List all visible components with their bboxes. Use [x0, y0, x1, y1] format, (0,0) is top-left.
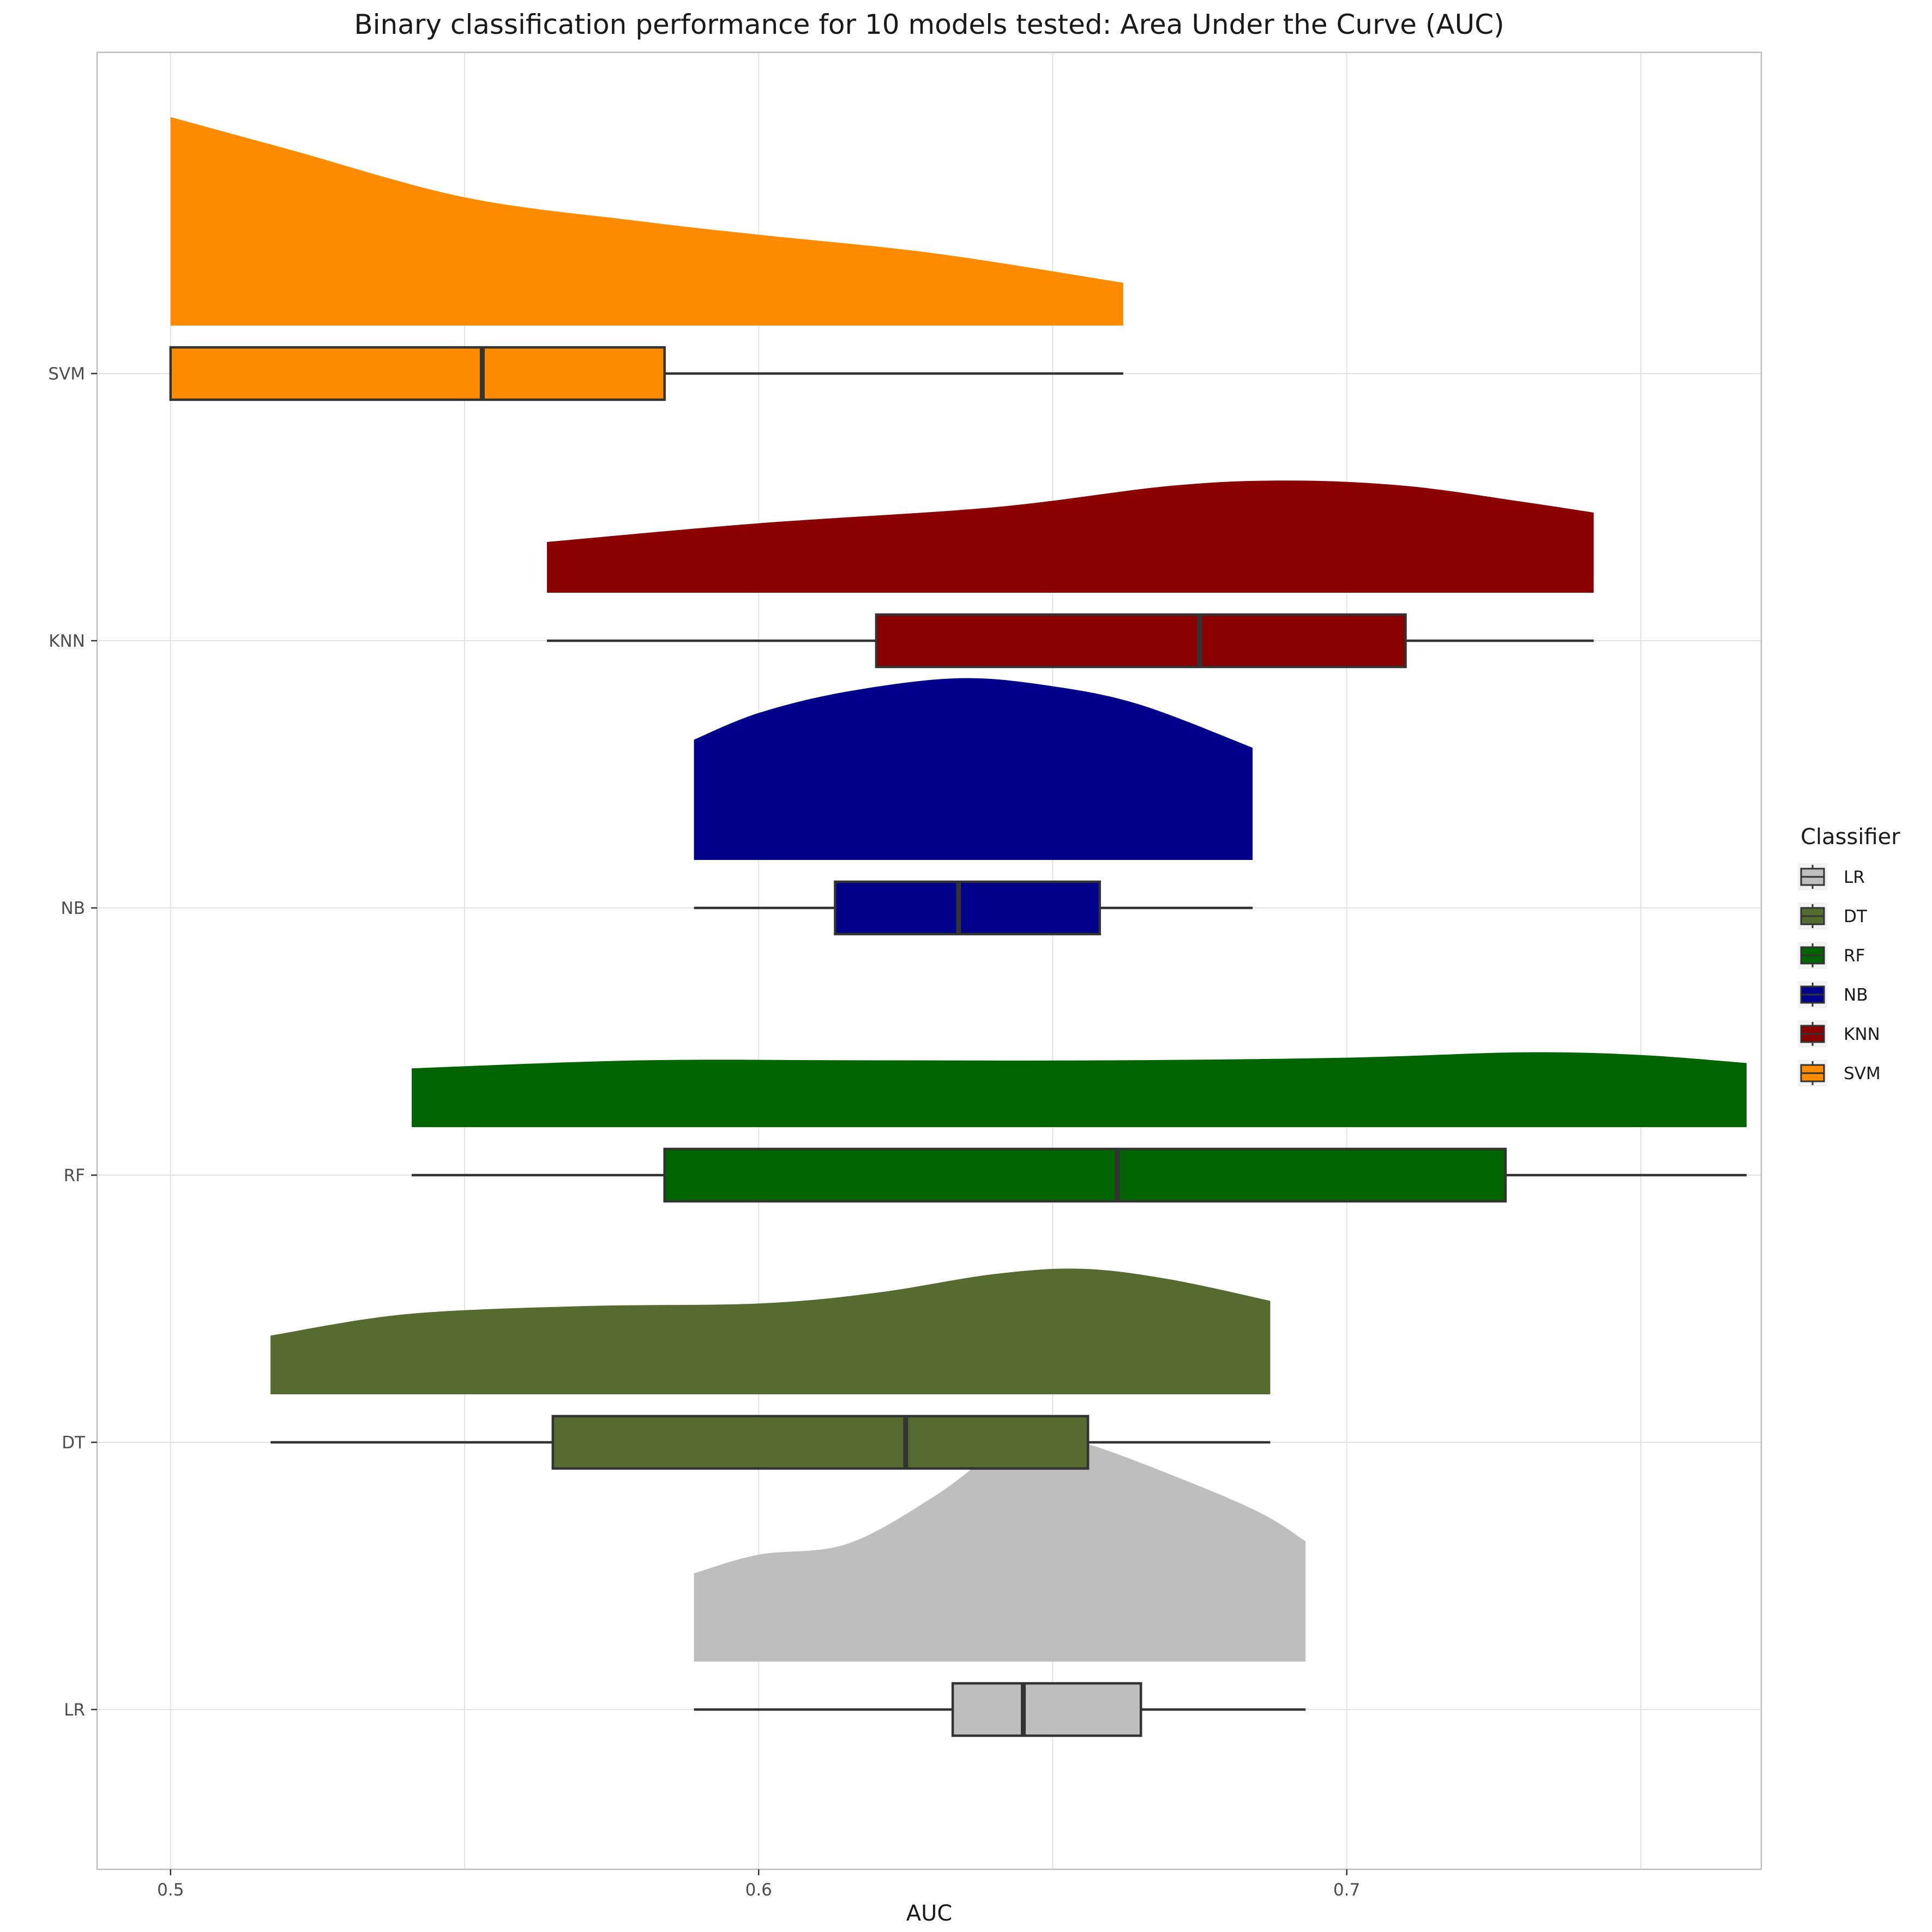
- legend-label: RF: [1844, 946, 1865, 966]
- x-tick-label: 0.5: [157, 1880, 184, 1900]
- y-tick-label: SVM: [48, 364, 85, 384]
- legend-item-rf: RF: [1798, 942, 1865, 969]
- legend-item-lr: LR: [1798, 863, 1865, 890]
- box-iqr: [875, 613, 1407, 669]
- boxplots: [169, 346, 1747, 1737]
- density-cloud-lr: [694, 1431, 1306, 1662]
- x-tick-label: 0.6: [745, 1880, 772, 1900]
- chart-title: Binary classification performance for 10…: [354, 9, 1504, 40]
- legend-label: NB: [1844, 985, 1868, 1005]
- legend: Classifier LR DT RF NB KNN SVM: [1798, 824, 1900, 1087]
- panel-border: [96, 51, 1762, 1870]
- y-tick-label: NB: [61, 899, 85, 918]
- legend-item-nb: NB: [1798, 981, 1868, 1008]
- y-tick-label: RF: [64, 1166, 85, 1185]
- boxplot-nb: [694, 880, 1253, 936]
- y-tick-label: KNN: [49, 631, 85, 651]
- legend-title: Classifier: [1801, 824, 1900, 850]
- y-tick-label: DT: [62, 1433, 86, 1453]
- legend-label: LR: [1844, 868, 1865, 887]
- box-iqr: [169, 346, 666, 401]
- density-cloud-dt: [270, 1268, 1271, 1394]
- box-iqr: [663, 1147, 1507, 1203]
- density-cloud-rf: [412, 1052, 1747, 1127]
- box-iqr: [551, 1415, 1090, 1470]
- boxplot-knn: [547, 613, 1594, 669]
- density-cloud-svm: [170, 117, 1123, 326]
- box-iqr: [951, 1682, 1142, 1737]
- legend-items: LR DT RF NB KNN SVM: [1798, 863, 1881, 1087]
- box-iqr: [834, 880, 1101, 936]
- y-tick-label: LR: [64, 1700, 85, 1720]
- density-cloud-knn: [547, 480, 1594, 593]
- legend-label: KNN: [1844, 1025, 1880, 1044]
- legend-item-svm: SVM: [1798, 1060, 1881, 1087]
- boxplot-lr: [694, 1682, 1306, 1737]
- legend-label: DT: [1844, 907, 1868, 926]
- boxplot-rf: [411, 1147, 1747, 1203]
- density-cloud-nb: [694, 678, 1253, 860]
- boxplot-svm: [169, 346, 1123, 401]
- legend-item-knn: KNN: [1798, 1020, 1880, 1048]
- density-clouds: [170, 117, 1747, 1662]
- legend-label: SVM: [1844, 1064, 1881, 1084]
- legend-item-dt: DT: [1798, 902, 1868, 930]
- x-tick-label: 0.7: [1333, 1880, 1360, 1900]
- x-axis-ticks: 0.5 0.6 0.7: [157, 1869, 1360, 1900]
- x-axis-title: AUC: [906, 1901, 953, 1926]
- boxplot-dt: [270, 1415, 1271, 1470]
- y-axis-ticks: LR DT RF NB KNN SVM: [48, 364, 97, 1720]
